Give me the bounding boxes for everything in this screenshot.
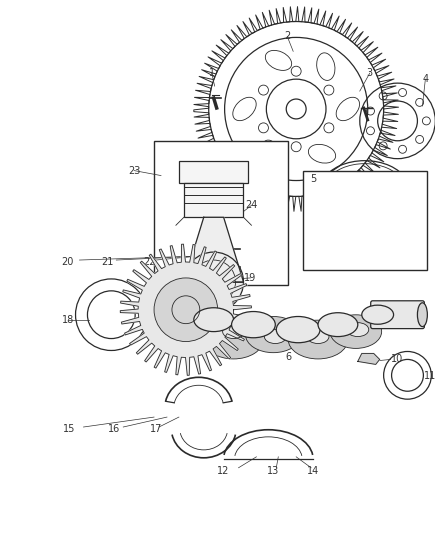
Ellipse shape bbox=[347, 322, 369, 336]
Text: 15: 15 bbox=[64, 424, 76, 434]
Text: 23: 23 bbox=[128, 166, 140, 175]
Text: 3: 3 bbox=[367, 68, 373, 78]
Text: 17: 17 bbox=[150, 424, 162, 434]
Text: 21: 21 bbox=[101, 257, 113, 267]
Text: 12: 12 bbox=[217, 466, 230, 476]
Ellipse shape bbox=[276, 317, 320, 343]
Ellipse shape bbox=[318, 313, 358, 336]
Text: 22: 22 bbox=[143, 257, 155, 267]
Polygon shape bbox=[358, 353, 380, 365]
Circle shape bbox=[154, 278, 218, 342]
Text: 11: 11 bbox=[424, 372, 437, 381]
Ellipse shape bbox=[223, 325, 244, 338]
FancyBboxPatch shape bbox=[154, 141, 288, 285]
Ellipse shape bbox=[194, 308, 233, 332]
Ellipse shape bbox=[265, 329, 286, 344]
Text: 13: 13 bbox=[267, 466, 279, 476]
Text: 16: 16 bbox=[108, 424, 120, 434]
Ellipse shape bbox=[204, 320, 263, 359]
Text: 1: 1 bbox=[208, 68, 215, 78]
Ellipse shape bbox=[417, 303, 427, 327]
Text: 24: 24 bbox=[245, 200, 258, 211]
Ellipse shape bbox=[245, 317, 301, 353]
Text: 6: 6 bbox=[285, 352, 291, 362]
Text: 18: 18 bbox=[61, 314, 74, 325]
Text: 14: 14 bbox=[307, 466, 319, 476]
Ellipse shape bbox=[362, 305, 394, 324]
Polygon shape bbox=[184, 217, 244, 282]
Text: 19: 19 bbox=[244, 273, 257, 283]
FancyBboxPatch shape bbox=[303, 171, 427, 270]
Text: 4: 4 bbox=[422, 74, 428, 84]
Text: 2: 2 bbox=[284, 31, 290, 42]
FancyBboxPatch shape bbox=[184, 182, 244, 217]
FancyBboxPatch shape bbox=[371, 301, 424, 329]
Ellipse shape bbox=[330, 315, 381, 349]
Polygon shape bbox=[120, 244, 251, 375]
Text: 10: 10 bbox=[391, 354, 403, 365]
FancyBboxPatch shape bbox=[179, 160, 248, 182]
Text: 8: 8 bbox=[211, 283, 217, 293]
Text: 7: 7 bbox=[343, 335, 349, 344]
Ellipse shape bbox=[307, 329, 329, 344]
Text: 20: 20 bbox=[61, 257, 74, 267]
Ellipse shape bbox=[232, 311, 276, 338]
Text: 5: 5 bbox=[310, 174, 316, 183]
Ellipse shape bbox=[288, 320, 348, 359]
Circle shape bbox=[184, 252, 244, 312]
